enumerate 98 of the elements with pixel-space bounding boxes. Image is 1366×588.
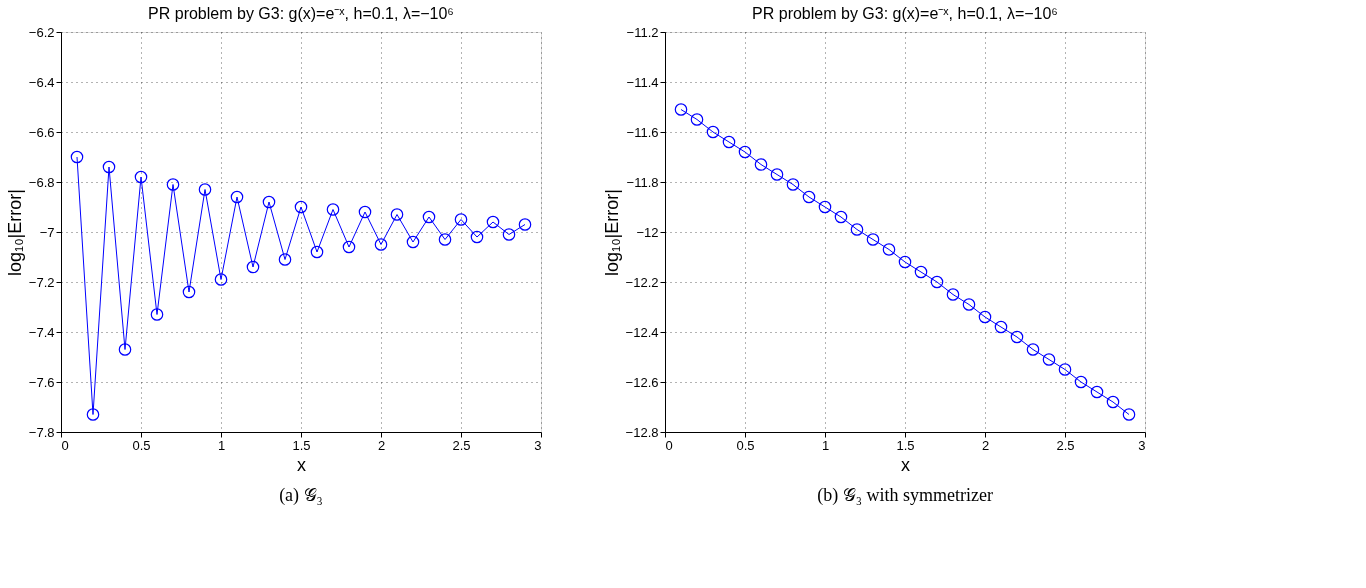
point — [374, 238, 388, 251]
point — [1010, 330, 1024, 344]
point — [246, 260, 260, 274]
y-tick-label: −7 — [39, 224, 55, 240]
y-tick-label: −12.8 — [625, 424, 659, 440]
point — [1090, 385, 1104, 399]
point — [518, 218, 532, 231]
point — [262, 195, 276, 209]
point — [722, 135, 736, 149]
y-tick-label: −12.2 — [625, 274, 659, 290]
y-tick-label: −7.4 — [28, 324, 55, 340]
x-tick-label: 3 — [534, 437, 542, 453]
point — [278, 253, 292, 266]
y-tick-label: −6.8 — [28, 174, 55, 190]
point — [502, 228, 516, 241]
x-tick-label: 1 — [821, 437, 830, 453]
point — [358, 205, 372, 219]
point — [978, 310, 992, 324]
point — [294, 200, 308, 214]
x-tick-label: 2 — [981, 437, 990, 453]
point — [786, 178, 800, 191]
y-tick-label: −11.8 — [626, 174, 659, 190]
y-tick-label: −7.8 — [28, 424, 55, 440]
y-axis-title: log₁₀|Error| — [601, 189, 622, 276]
point — [1074, 375, 1088, 389]
point — [882, 243, 896, 256]
y-tick-label: −12 — [636, 224, 659, 240]
point — [1042, 353, 1056, 366]
x-tick-label: 1.5 — [292, 437, 311, 453]
point — [150, 308, 164, 321]
point — [198, 183, 212, 196]
point — [86, 408, 100, 421]
y-tick-label: −6.2 — [28, 24, 55, 40]
point — [770, 168, 784, 181]
x-axis-title: x — [297, 454, 306, 475]
point — [1058, 363, 1072, 376]
x-tick-label: 1.5 — [896, 437, 915, 453]
point — [1106, 395, 1120, 409]
x-tick-label: 2.5 — [1056, 437, 1075, 453]
y-tick-label: −11.2 — [626, 24, 659, 40]
y-tick-label: −12.6 — [625, 374, 659, 390]
x-tick-label: 0 — [665, 437, 673, 453]
y-axis-title: log₁₀|Error| — [4, 189, 25, 276]
point — [406, 235, 420, 249]
point — [1122, 408, 1136, 421]
point — [834, 210, 848, 224]
text: (b) 𝒢₃ with symmetrizer — [817, 485, 993, 506]
point — [166, 178, 180, 191]
point — [706, 125, 720, 139]
point — [486, 215, 500, 229]
point — [182, 285, 196, 299]
point — [118, 343, 132, 356]
point — [994, 320, 1008, 334]
point — [454, 213, 468, 226]
chart-title: PR problem by G3: g(x)=e⁻ˣ, h=0.1, λ=−10⁶ — [148, 5, 454, 22]
point — [914, 265, 928, 279]
point — [326, 203, 340, 216]
point — [754, 158, 768, 171]
point — [930, 275, 944, 289]
point — [134, 170, 148, 184]
x-tick-label: 2 — [377, 437, 386, 453]
y-tick-label: −11.4 — [626, 74, 659, 90]
point — [342, 240, 356, 254]
x-tick-label: 0 — [61, 437, 69, 453]
y-tick-label: −7.2 — [28, 274, 55, 290]
y-tick-label: −6.4 — [28, 74, 55, 90]
point — [390, 208, 404, 221]
chart-title: PR problem by G3: g(x)=e⁻ˣ, h=0.1, λ=−10⁶ — [752, 5, 1058, 22]
point — [962, 298, 976, 311]
point — [850, 223, 864, 236]
point — [214, 273, 228, 286]
point — [1026, 343, 1040, 356]
x-tick-label: 0.5 — [736, 437, 755, 453]
x-tick-label: 2.5 — [452, 437, 471, 453]
y-tick-label: −7.6 — [28, 374, 55, 390]
point — [818, 200, 832, 214]
point — [438, 233, 452, 246]
point — [866, 233, 880, 246]
x-tick-label: 1 — [217, 437, 226, 453]
x-tick-label: 3 — [1138, 437, 1146, 453]
point — [898, 255, 912, 269]
point — [70, 150, 84, 164]
point — [310, 245, 324, 259]
text: (a) 𝒢₃ — [279, 485, 323, 506]
point — [946, 288, 960, 301]
y-tick-label: −11.6 — [626, 124, 659, 140]
point — [674, 103, 688, 116]
point — [802, 190, 816, 204]
point — [470, 230, 484, 244]
y-tick-label: −6.6 — [28, 124, 55, 140]
point — [738, 145, 752, 159]
x-axis-title: x — [901, 454, 910, 475]
point — [230, 190, 244, 204]
point — [690, 113, 704, 126]
point — [102, 160, 116, 174]
point — [422, 210, 436, 224]
y-tick-label: −12.4 — [625, 324, 659, 340]
x-tick-label: 0.5 — [132, 437, 151, 453]
